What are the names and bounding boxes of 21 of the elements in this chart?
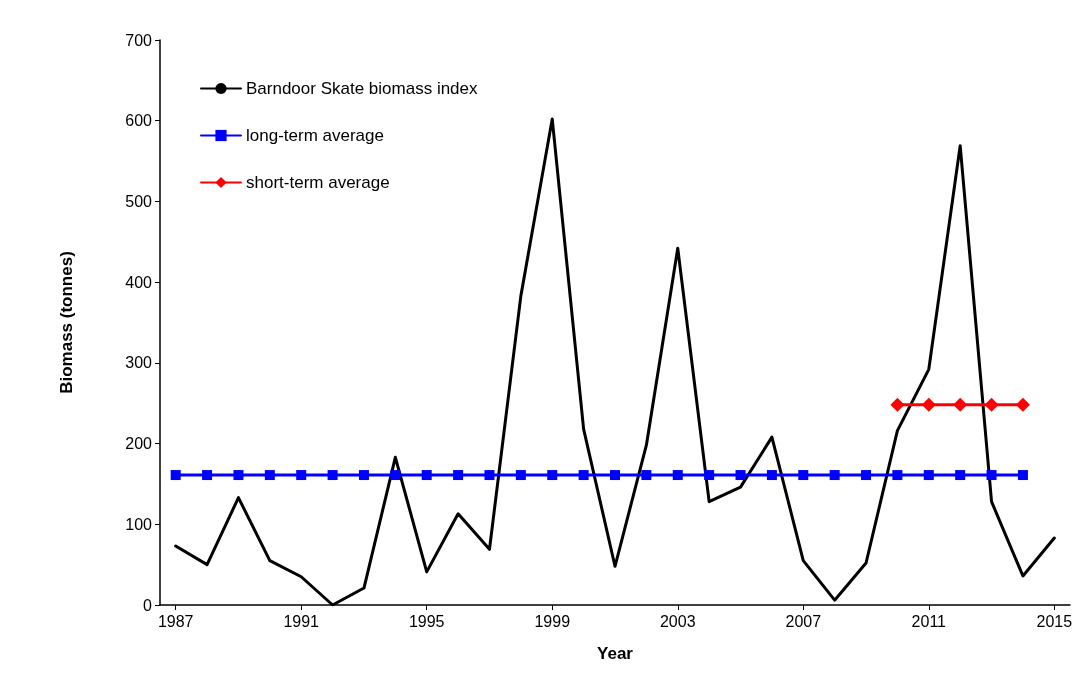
x-tick-label: 2007 [785,612,822,630]
y-tick-label: 600 [125,112,153,130]
legend-label: Barndoor Skate biomass index [246,79,479,98]
y-tick-label: 100 [125,515,153,533]
x-tick-label: 2015 [1036,612,1073,630]
x-tick-label: 1999 [534,612,571,630]
y-tick-label: 300 [125,354,153,372]
x-tick-label: 1987 [157,612,194,630]
x-tick-label: 1995 [408,612,445,630]
y-tick-label: 400 [125,273,153,291]
y-tick-label: 500 [125,192,153,210]
y-tick-label: 0 [143,596,153,614]
y-axis-title: Biomass (tonnes) [57,251,76,394]
x-axis-title: Year [597,644,634,663]
y-tick-label: 200 [125,435,153,453]
y-tick-label: 700 [125,31,153,49]
legend-label: long-term average [246,126,384,145]
x-tick-label: 1991 [283,612,320,630]
x-tick-label: 2011 [911,612,947,630]
x-tick-label: 2003 [659,612,696,630]
legend-label: short-term average [246,173,390,192]
